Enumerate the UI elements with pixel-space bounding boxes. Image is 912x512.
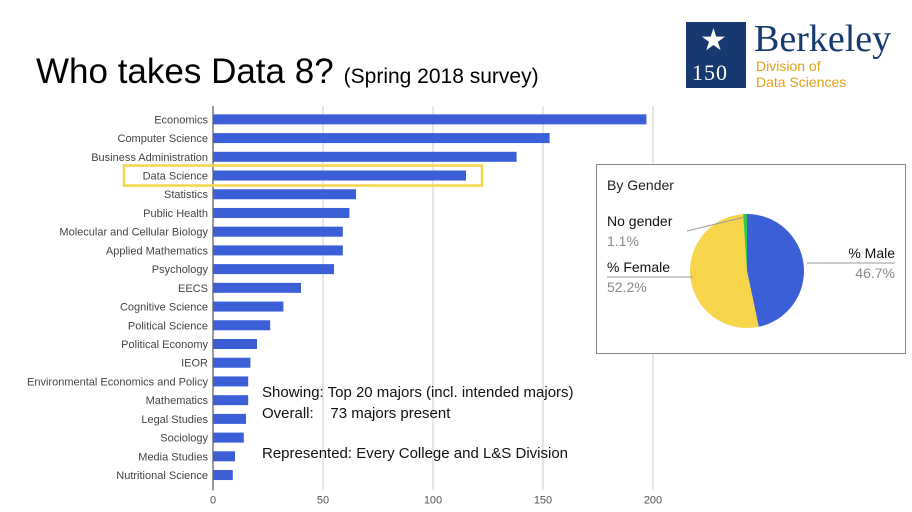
bar (213, 301, 284, 312)
bar (213, 264, 334, 275)
bar (213, 376, 249, 387)
gender-pie-card: By Gender No gender 1.1% % Female 52.2% … (596, 164, 906, 354)
bar (213, 133, 550, 144)
bar (213, 226, 343, 237)
bar (213, 451, 235, 462)
title-text: Who takes Data 8? (36, 52, 334, 91)
pie-slice-female (690, 214, 759, 328)
note-showing: Showing: Top 20 majors (incl. intended m… (262, 384, 574, 401)
category-label: Applied Mathematics (106, 245, 209, 257)
leader-line-no-gender (686, 216, 746, 232)
slide-title: Who takes Data 8? (Spring 2018 survey) (36, 52, 539, 92)
category-label: Mathematics (146, 395, 209, 407)
note-represented: Represented: Every College and L&S Divis… (262, 445, 568, 462)
bar (213, 357, 251, 368)
category-label: IEOR (181, 358, 208, 370)
pie-value-male: 46.7% (855, 265, 895, 281)
pie-title: By Gender (607, 177, 674, 193)
berkeley-logo: ★ 150 Berkeley Division of Data Sciences (686, 18, 896, 90)
bar (213, 395, 249, 406)
category-label: Legal Studies (141, 414, 208, 426)
category-label: Public Health (143, 208, 208, 220)
note-overall: Overall: 73 majors present (262, 405, 451, 422)
logo-name: Berkeley (754, 18, 892, 60)
category-label: Political Economy (121, 339, 208, 351)
bar (213, 114, 647, 125)
bar (213, 432, 244, 443)
category-label: Sociology (160, 433, 208, 445)
logo-subtitle-2: Data Sciences (756, 74, 847, 90)
logo-number: 150 (692, 60, 728, 85)
star-icon: ★ (700, 24, 727, 57)
category-label: Media Studies (138, 451, 208, 463)
highlight-box (122, 164, 484, 187)
bar (213, 413, 246, 424)
x-tick-label: 150 (534, 494, 552, 506)
logo-subtitle-1: Division of (756, 58, 821, 74)
pie-slice-no-gender (743, 214, 747, 271)
category-label: Economics (154, 114, 208, 126)
pie-slice-male (747, 214, 804, 327)
bar (213, 170, 466, 181)
bar (213, 339, 257, 349)
logo-badge: ★ 150 (686, 22, 746, 88)
bar (213, 207, 350, 218)
category-label: Psychology (152, 264, 209, 276)
x-tick-label: 0 (210, 494, 216, 506)
bar (213, 151, 517, 162)
category-label: Nutritional Science (116, 470, 208, 482)
category-label: Cognitive Science (120, 302, 208, 314)
pie-value-no-gender: 1.1% (607, 233, 639, 249)
x-tick-label: 200 (644, 494, 662, 506)
bar (213, 189, 356, 200)
category-label: Computer Science (118, 133, 209, 145)
category-label: Environmental Economics and Policy (27, 376, 208, 388)
category-label: Political Science (128, 320, 208, 332)
bar (213, 282, 301, 293)
category-label: Statistics (164, 189, 209, 201)
subtitle-text: (Spring 2018 survey) (343, 65, 539, 88)
pie-label-male: % Male (848, 245, 895, 261)
bar (213, 470, 233, 481)
category-label: Data Science (143, 171, 208, 183)
gender-pie-chart (607, 214, 895, 328)
category-label: Business Administration (91, 152, 208, 164)
bar (213, 245, 343, 256)
x-tick-label: 50 (317, 494, 329, 506)
bar (213, 320, 271, 331)
category-label: EECS (178, 283, 208, 295)
pie-label-female: % Female (607, 259, 671, 275)
pie-label-no-gender: No gender (607, 213, 673, 229)
x-tick-label: 100 (424, 494, 442, 506)
category-label: Molecular and Cellular Biology (59, 227, 208, 239)
pie-value-female: 52.2% (607, 279, 647, 295)
